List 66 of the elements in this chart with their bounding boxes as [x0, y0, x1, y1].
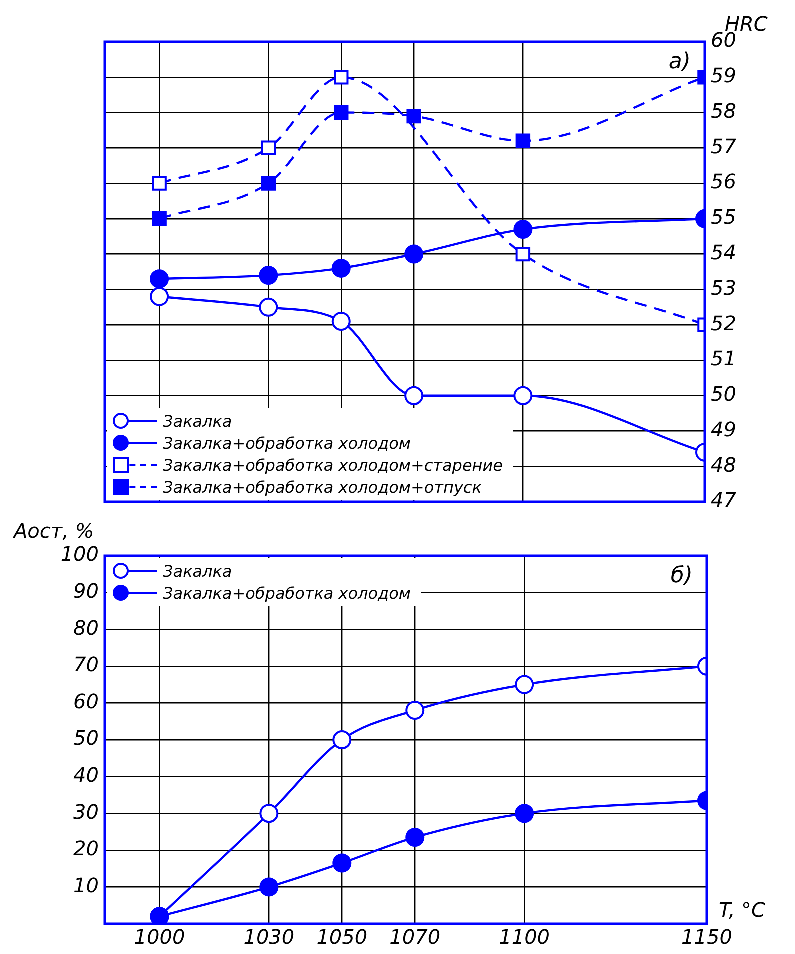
point [516, 134, 531, 148]
legend-label: Закалка+обработка холодом+старение [163, 456, 504, 474]
annotation: а) [668, 50, 691, 75]
point [150, 287, 170, 306]
point [334, 70, 349, 85]
point [514, 220, 533, 240]
y-tick-label: 10 [74, 873, 99, 898]
point [332, 312, 351, 332]
point [404, 386, 424, 406]
y-tick-label: 47 [711, 488, 737, 512]
y-tick-label: 40 [74, 763, 99, 788]
legend-label: Закалка+обработка холодом [163, 434, 411, 452]
y-tick-label: 48 [711, 452, 736, 477]
y-tick-label: 50 [711, 382, 736, 406]
x-tick-label: 1100 [499, 925, 550, 950]
y-tick-label: 58 [711, 98, 736, 123]
point [261, 140, 276, 156]
point [404, 244, 424, 264]
y-tick-label: 51 [711, 346, 736, 371]
point [260, 878, 279, 897]
point [334, 105, 349, 120]
y-tick-label: 59 [711, 64, 736, 88]
point [259, 266, 278, 286]
point [260, 804, 279, 824]
point [514, 386, 533, 406]
point [332, 730, 352, 750]
x-tick-label: 1150 [682, 925, 732, 950]
y-tick-label: 30 [74, 800, 99, 824]
point [152, 176, 167, 191]
x-axis-title: T, °C [719, 898, 766, 922]
y-axis-title: Aост, % [12, 519, 94, 544]
y-tick-label: 60 [74, 689, 99, 714]
y-tick-label: 80 [74, 616, 99, 640]
x-tick-label: 1030 [244, 925, 295, 950]
y-tick-label: 20 [74, 836, 99, 861]
y-tick-label: 53 [711, 276, 736, 300]
y-tick-label: 70 [74, 652, 99, 677]
legend-label: Закалка [163, 562, 232, 580]
y-tick-label: 54 [711, 240, 736, 265]
y-tick-label: 55 [711, 205, 736, 230]
point [150, 270, 170, 289]
point [516, 246, 531, 262]
x-tick-label: 1000 [134, 925, 186, 950]
y-tick-label: 49 [711, 417, 736, 442]
y-tick-label: 57 [711, 134, 737, 158]
legend-label: Закалка+обработка холодом [163, 584, 411, 602]
point [515, 804, 534, 824]
legend-label: Закалка+обработка холодом+отпуск [163, 478, 482, 496]
y-tick-label: 100 [60, 542, 99, 566]
point [515, 675, 534, 694]
point [406, 828, 425, 848]
point [152, 212, 167, 226]
y-tick-label: 56 [711, 170, 736, 194]
point [332, 854, 352, 873]
y-tick-label: 50 [74, 726, 99, 750]
y-tick-label: 52 [711, 311, 736, 336]
point [332, 258, 351, 278]
x-tick-label: 1050 [316, 925, 368, 950]
x-tick-label: 1070 [390, 925, 441, 950]
point [406, 701, 425, 720]
annotation: б) [670, 564, 693, 589]
point [261, 176, 276, 191]
point [406, 108, 422, 124]
point [259, 298, 278, 317]
legend-label: Закалка [163, 412, 232, 430]
y-tick-label: 90 [74, 579, 99, 604]
